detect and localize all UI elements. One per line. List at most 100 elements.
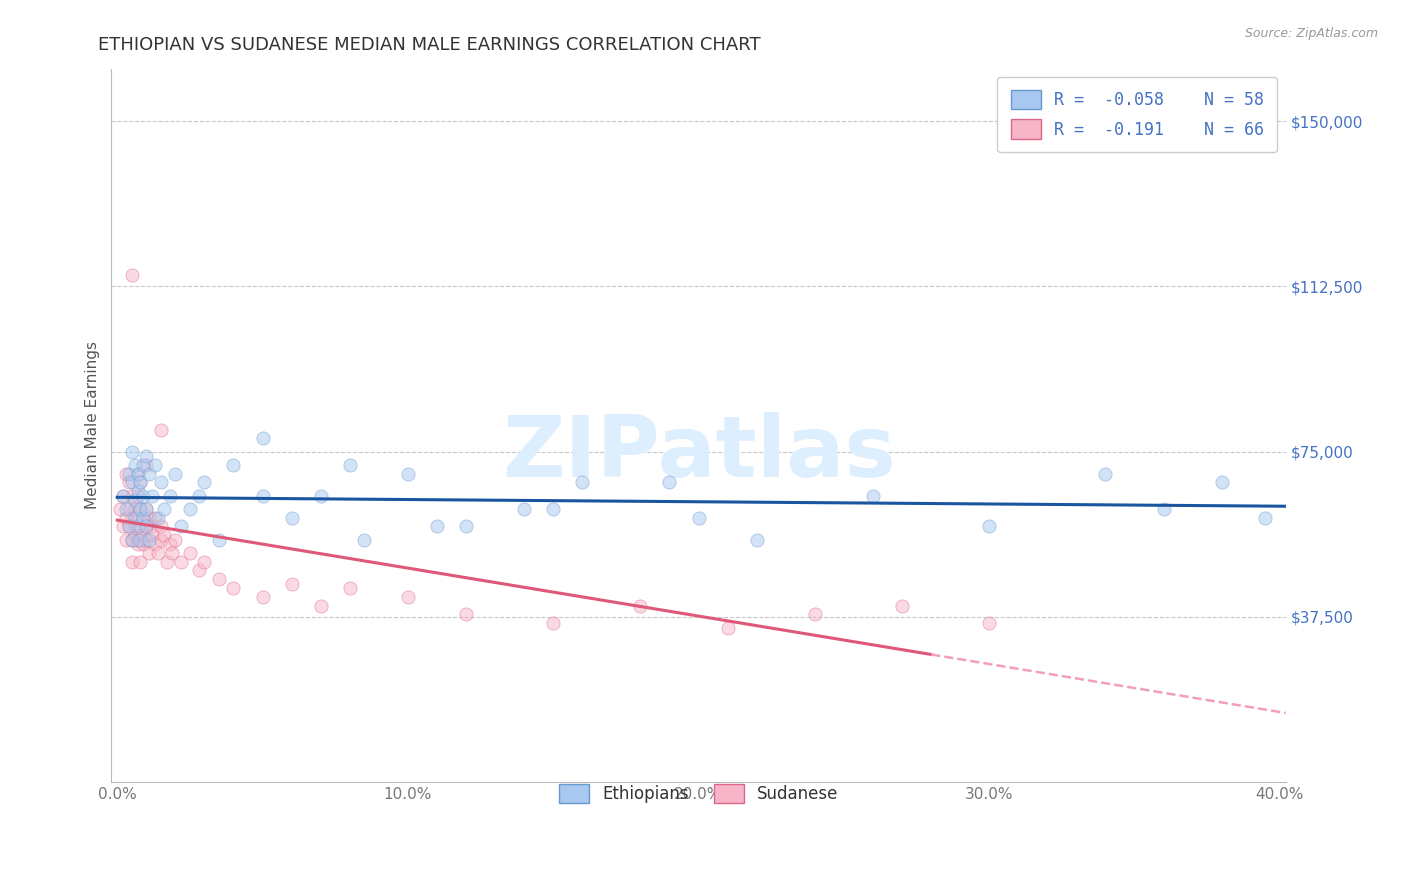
Y-axis label: Median Male Earnings: Median Male Earnings [86,341,100,509]
Point [115,467,138,481]
Point [121,444,143,458]
Point [222,581,245,595]
Point [132,537,155,551]
Point [222,458,245,472]
Point [193,475,215,490]
Point [138,510,160,524]
Point [396,590,419,604]
Point [454,519,477,533]
Point [141,519,163,533]
Point [141,489,163,503]
Point [143,510,166,524]
Point [138,546,160,560]
Point [862,489,884,503]
Point [115,510,138,524]
Point [152,501,174,516]
Point [628,599,651,613]
Point [688,510,710,524]
Point [129,501,152,516]
Point [152,528,174,542]
Point [252,431,274,445]
Point [156,555,179,569]
Point [162,546,184,560]
Point [127,533,149,547]
Point [121,475,143,490]
Point [118,519,141,533]
Point [127,467,149,481]
Point [127,489,149,503]
Point [129,501,152,516]
Point [138,533,160,547]
Point [112,489,135,503]
Point [187,489,209,503]
Point [135,501,157,516]
Point [165,533,187,547]
Point [513,501,536,516]
Point [143,537,166,551]
Point [309,599,332,613]
Point [396,467,419,481]
Point [143,458,166,472]
Point [129,475,152,490]
Point [170,519,193,533]
Point [280,510,302,524]
Point [149,475,172,490]
Point [124,519,146,533]
Point [165,467,187,481]
Point [159,489,181,503]
Point [146,510,169,524]
Point [132,458,155,472]
Point [979,616,1001,631]
Point [149,423,172,437]
Point [1153,501,1175,516]
Point [121,533,143,547]
Point [132,528,155,542]
Point [149,533,172,547]
Point [135,533,157,547]
Point [129,555,152,569]
Text: ZIPatlas: ZIPatlas [502,412,896,495]
Point [141,528,163,542]
Point [135,449,157,463]
Point [179,546,201,560]
Point [159,537,181,551]
Point [252,590,274,604]
Point [127,510,149,524]
Point [1254,510,1277,524]
Point [309,489,332,503]
Point [571,475,593,490]
Point [129,533,152,547]
Point [127,519,149,533]
Point [658,475,681,490]
Point [121,555,143,569]
Point [339,458,361,472]
Point [170,555,193,569]
Point [135,519,157,533]
Point [121,510,143,524]
Point [135,458,157,472]
Point [135,501,157,516]
Point [138,467,160,481]
Point [146,546,169,560]
Point [208,533,231,547]
Point [193,555,215,569]
Point [118,501,141,516]
Point [280,576,302,591]
Point [115,533,138,547]
Point [252,489,274,503]
Point [1211,475,1233,490]
Point [121,268,143,283]
Point [108,501,131,516]
Point [426,519,449,533]
Point [716,621,738,635]
Point [804,607,827,622]
Point [149,519,172,533]
Point [129,519,152,533]
Point [132,510,155,524]
Point [541,501,564,516]
Point [1094,467,1116,481]
Point [121,489,143,503]
Point [745,533,768,547]
Point [112,489,135,503]
Point [187,563,209,577]
